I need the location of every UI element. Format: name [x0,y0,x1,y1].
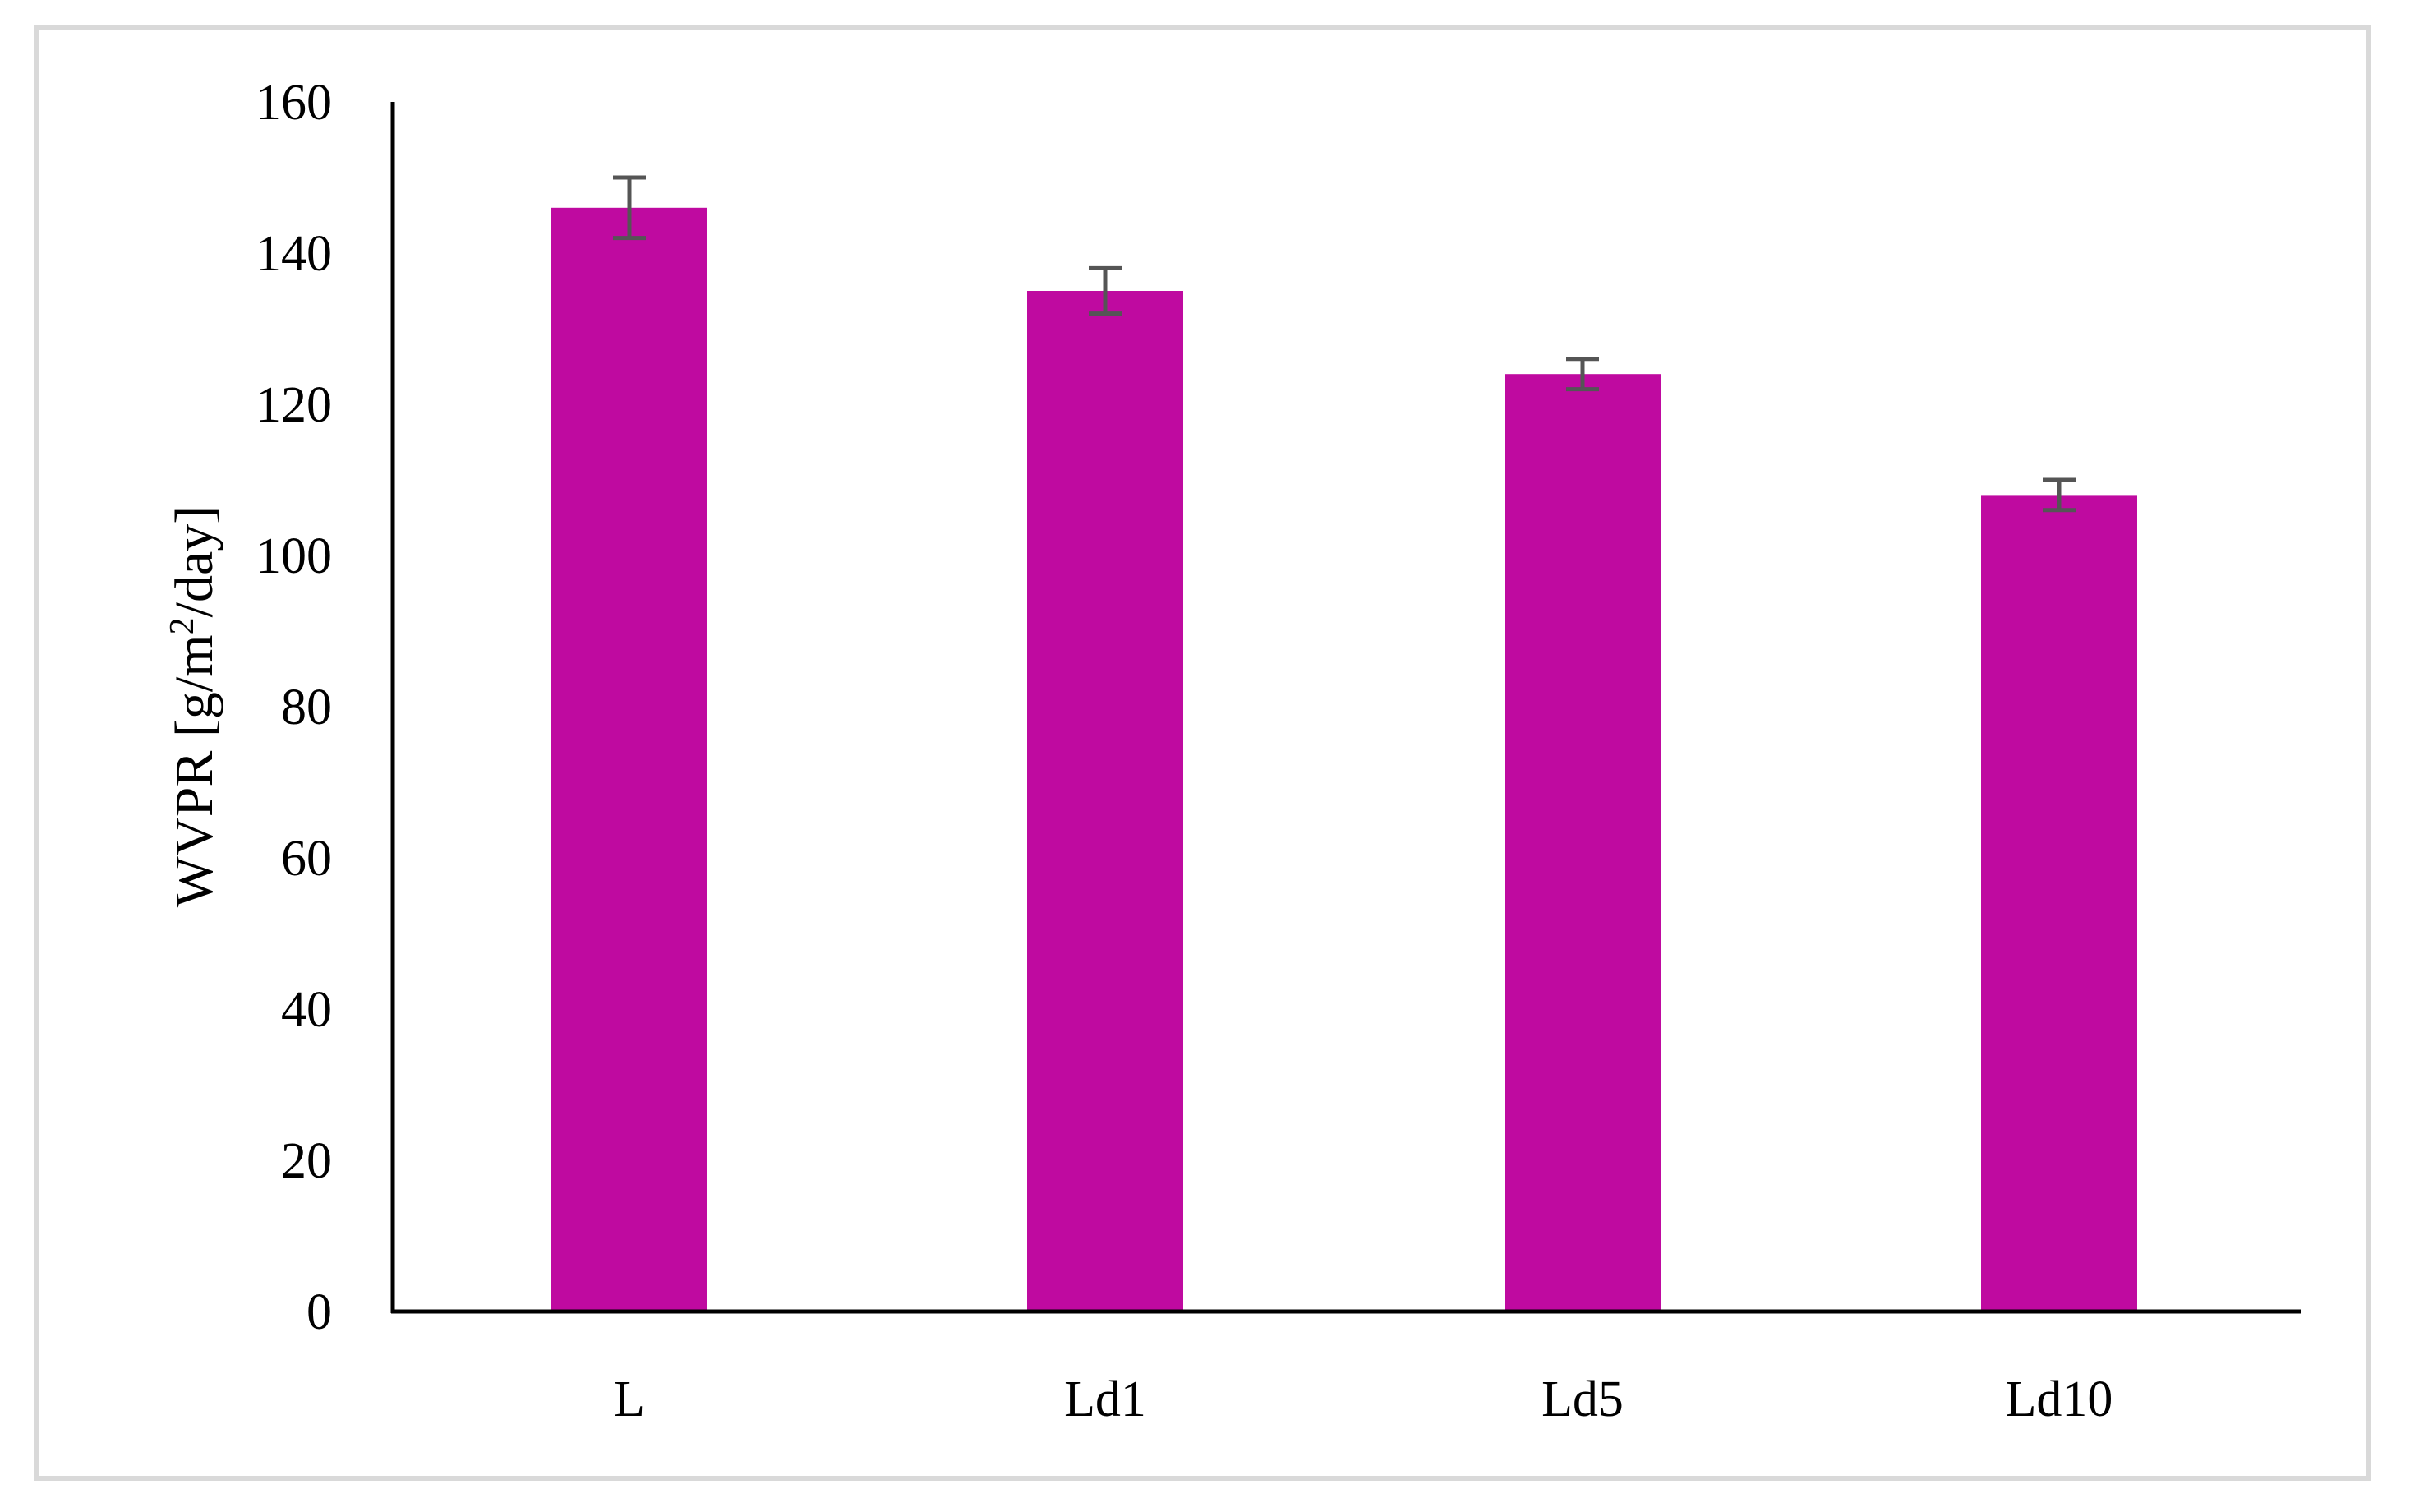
x-tick-label: Ld1 [1064,1371,1146,1427]
y-axis-title-main: WVPR [g/m [164,634,224,907]
y-tick-labels: 0 20 40 60 80 100 120 140 160 [256,75,332,1340]
bars-layer [551,207,2137,1312]
bar-ld5 [1505,374,1661,1312]
x-tick-label: Ld5 [1541,1371,1624,1427]
y-tick-label: 100 [256,528,332,584]
y-tick-label: 160 [256,75,332,131]
y-axis-title-superscript: 2 [164,617,201,634]
bar-ld1 [1027,291,1183,1311]
y-tick-label: 20 [281,1133,332,1189]
y-tick-label: 140 [256,226,332,282]
error-bar-ld5 [1566,357,1599,392]
y-tick-label: 0 [306,1284,332,1340]
y-axis-title-tail: /day] [164,506,224,618]
y-tick-label: 40 [281,982,332,1038]
y-tick-label: 80 [281,680,332,735]
bar-ld10 [1981,495,2137,1311]
error-bars-layer [613,175,2076,513]
bar-l [551,207,707,1311]
x-tick-labels: L Ld1 Ld5 Ld10 [614,1371,2113,1427]
y-axis-title: WVPR [g/m2/day] [164,506,224,907]
error-bar-l [613,175,646,241]
y-tick-label: 120 [256,377,332,433]
y-tick-label: 60 [281,831,332,887]
error-bar-ld1 [1089,265,1122,316]
error-bar-ld10 [2043,477,2076,513]
x-tick-label: L [614,1371,645,1427]
x-tick-label: Ld10 [2006,1371,2113,1427]
